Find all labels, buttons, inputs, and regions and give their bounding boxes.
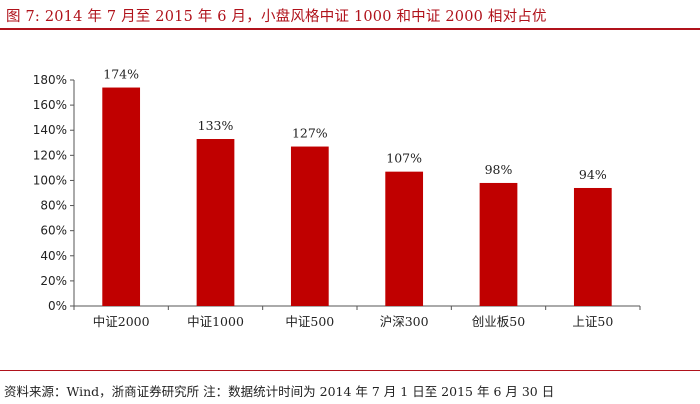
y-tick-label: 60% [40, 224, 67, 238]
x-tick-label: 创业板50 [472, 314, 525, 329]
y-tick-label: 100% [33, 173, 67, 187]
source-note: 资料来源：Wind，浙商证券研究所 注：数据统计时间为 2014 年 7 月 1… [4, 384, 555, 399]
data-label: 174% [103, 67, 139, 82]
x-tick-label: 中证2000 [93, 314, 150, 329]
title-rule [0, 28, 700, 30]
x-tick-label: 中证1000 [187, 314, 244, 329]
y-tick-label: 40% [40, 249, 67, 263]
data-label: 94% [579, 167, 607, 182]
figure-title: 图 7: 2014 年 7 月至 2015 年 6 月，小盘风格中证 1000 … [6, 9, 547, 25]
x-tick-label: 上证50 [572, 314, 613, 329]
bars [102, 87, 612, 307]
data-labels: 174% 133% 127% 107% 98% 94% [103, 67, 607, 182]
bar [196, 139, 235, 306]
data-label: 127% [292, 126, 328, 141]
x-tick-label: 沪深300 [380, 314, 429, 329]
y-tick-label: 0% [48, 299, 67, 313]
y-tick-label: 160% [33, 98, 67, 112]
bar [573, 187, 612, 306]
bar [102, 87, 141, 307]
y-tick-label: 140% [33, 123, 67, 137]
y-tick-label: 180% [33, 73, 67, 87]
data-label: 107% [386, 151, 422, 166]
x-axis: 中证2000 中证1000 中证500 沪深300 创业板50 上证50 [73, 305, 641, 329]
bar [479, 182, 518, 306]
x-tick-label: 中证500 [285, 314, 334, 329]
y-axis: 0% 20% 40% 60% 80% 100% 120% 140% 160% 180% [33, 73, 75, 313]
bar [385, 171, 424, 306]
y-tick-label: 20% [40, 274, 67, 288]
y-tick-label: 80% [40, 199, 67, 213]
source-rule [0, 370, 700, 371]
data-label: 133% [198, 118, 234, 133]
data-label: 98% [485, 162, 513, 177]
bar [290, 146, 329, 306]
y-tick-label: 120% [33, 148, 67, 162]
